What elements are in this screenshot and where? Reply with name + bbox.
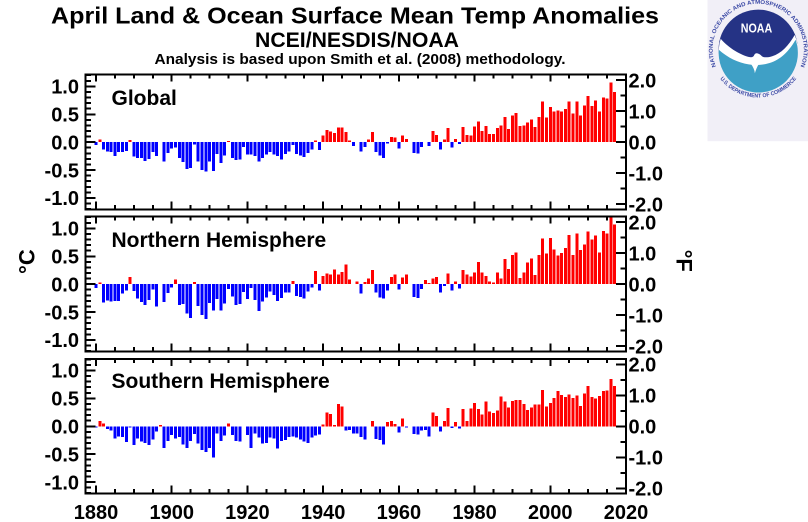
svg-text:-0.5: -0.5 bbox=[45, 302, 79, 324]
svg-text:0.0: 0.0 bbox=[629, 416, 657, 438]
svg-text:Analysis is based upon Smith e: Analysis is based upon Smith et al. (200… bbox=[155, 52, 566, 68]
svg-text:1980: 1980 bbox=[452, 502, 497, 522]
svg-text:NOAA: NOAA bbox=[741, 21, 773, 36]
svg-text:1880: 1880 bbox=[74, 502, 119, 522]
svg-text:1.0: 1.0 bbox=[629, 385, 657, 407]
svg-text:April Land & Ocean Surface Mea: April Land & Ocean Surface Mean Temp Ano… bbox=[51, 3, 659, 29]
svg-text:0.0: 0.0 bbox=[51, 416, 79, 438]
svg-text:1.0: 1.0 bbox=[51, 77, 79, 99]
svg-text:1960: 1960 bbox=[377, 502, 422, 522]
svg-text:-2.0: -2.0 bbox=[629, 194, 663, 216]
svg-text:2.0: 2.0 bbox=[629, 212, 657, 234]
svg-text:-1.0: -1.0 bbox=[45, 330, 79, 352]
svg-text:-1.0: -1.0 bbox=[629, 447, 663, 469]
svg-text:0.0: 0.0 bbox=[51, 274, 79, 296]
svg-text:°C: °C bbox=[15, 249, 40, 274]
svg-text:Northern Hemisphere: Northern Hemisphere bbox=[112, 229, 327, 252]
svg-text:1940: 1940 bbox=[301, 502, 346, 522]
svg-text:0.0: 0.0 bbox=[51, 132, 79, 154]
svg-text:NCEI/NESDIS/NOAA: NCEI/NESDIS/NOAA bbox=[255, 28, 459, 52]
svg-text:1920: 1920 bbox=[225, 502, 270, 522]
svg-text:-0.5: -0.5 bbox=[45, 444, 79, 466]
svg-text:-2.0: -2.0 bbox=[629, 336, 663, 358]
svg-text:2.0: 2.0 bbox=[629, 354, 657, 376]
svg-text:Southern Hemisphere: Southern Hemisphere bbox=[112, 370, 330, 393]
svg-text:1.0: 1.0 bbox=[629, 101, 657, 123]
svg-text:-2.0: -2.0 bbox=[629, 478, 663, 500]
svg-text:Global: Global bbox=[112, 87, 177, 110]
svg-text:1900: 1900 bbox=[149, 502, 194, 522]
svg-text:2.0: 2.0 bbox=[629, 70, 657, 92]
svg-text:-1.0: -1.0 bbox=[629, 305, 663, 327]
svg-text:-0.5: -0.5 bbox=[45, 160, 79, 182]
svg-text:0.0: 0.0 bbox=[629, 132, 657, 154]
svg-text:0.0: 0.0 bbox=[629, 274, 657, 296]
svg-text:-1.0: -1.0 bbox=[629, 163, 663, 185]
svg-text:-1.0: -1.0 bbox=[45, 188, 79, 210]
svg-text:1.0: 1.0 bbox=[51, 361, 79, 383]
svg-text:0.5: 0.5 bbox=[51, 246, 79, 268]
svg-text:-1.0: -1.0 bbox=[45, 472, 79, 494]
svg-text:1.0: 1.0 bbox=[629, 243, 657, 265]
svg-text:°F: °F bbox=[672, 250, 697, 272]
svg-text:0.5: 0.5 bbox=[51, 389, 79, 411]
svg-text:2000: 2000 bbox=[528, 502, 573, 522]
svg-text:0.5: 0.5 bbox=[51, 104, 79, 126]
svg-text:1.0: 1.0 bbox=[51, 219, 79, 241]
svg-text:2020: 2020 bbox=[604, 502, 649, 522]
